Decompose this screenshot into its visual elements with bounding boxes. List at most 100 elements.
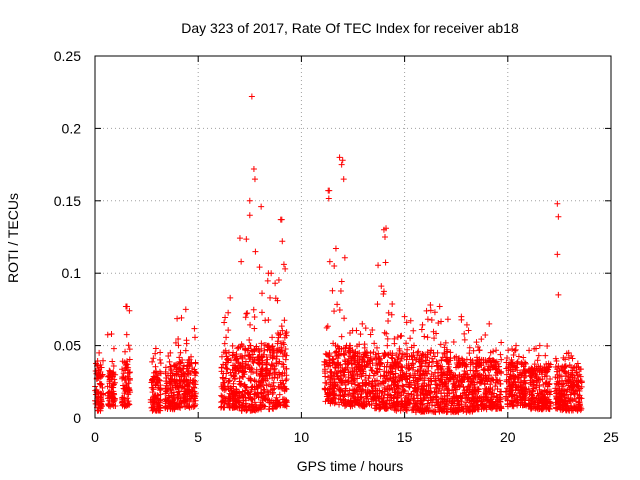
data-point — [540, 381, 547, 388]
data-point — [503, 388, 510, 395]
data-point — [557, 397, 564, 404]
data-point — [157, 349, 164, 356]
chart-title: Day 323 of 2017, Rate Of TEC Index for r… — [181, 20, 519, 36]
data-point — [515, 353, 522, 360]
x-tick-label: 0 — [91, 429, 99, 445]
data-point — [465, 378, 472, 385]
data-point — [448, 395, 455, 402]
data-point — [387, 369, 394, 376]
data-point — [461, 336, 468, 343]
data-point — [276, 331, 283, 338]
data-point — [496, 377, 503, 384]
data-point — [339, 157, 346, 164]
data-point — [414, 395, 421, 402]
data-point — [165, 352, 172, 359]
data-point — [249, 358, 256, 365]
data-point — [490, 363, 497, 370]
data-point — [362, 376, 369, 383]
data-point — [342, 347, 349, 354]
data-point — [534, 399, 541, 406]
data-point — [447, 406, 454, 413]
data-point — [109, 401, 116, 408]
data-point — [237, 401, 244, 408]
data-point — [176, 378, 183, 385]
data-point — [364, 349, 371, 356]
data-point — [450, 339, 457, 346]
data-point — [527, 403, 534, 410]
data-point — [387, 404, 394, 411]
data-point — [475, 372, 482, 379]
data-point — [176, 354, 183, 361]
data-point — [430, 349, 437, 356]
data-point — [400, 388, 407, 395]
data-point — [396, 345, 403, 352]
data-point — [279, 347, 286, 354]
data-point — [97, 368, 104, 375]
data-point — [239, 365, 246, 372]
data-point — [152, 350, 159, 357]
data-point — [504, 385, 511, 392]
data-point — [438, 378, 445, 385]
data-point — [225, 349, 232, 356]
data-point — [241, 382, 248, 389]
data-point — [170, 389, 177, 396]
data-point — [125, 398, 132, 405]
data-point — [425, 382, 432, 389]
data-point — [391, 340, 398, 347]
data-point — [243, 310, 250, 317]
data-point — [183, 337, 190, 344]
data-point — [407, 317, 414, 324]
data-point — [229, 352, 236, 359]
data-point — [554, 200, 561, 207]
data-point — [522, 394, 529, 401]
data-point — [367, 357, 374, 364]
data-point — [400, 383, 407, 390]
data-point — [242, 361, 249, 368]
data-point — [356, 358, 363, 365]
data-point — [575, 401, 582, 408]
data-point — [174, 315, 181, 322]
data-point — [263, 382, 270, 389]
data-point — [425, 367, 432, 374]
data-point — [518, 399, 525, 406]
data-point — [546, 388, 553, 395]
data-point — [373, 357, 380, 364]
data-point — [358, 388, 365, 395]
data-point — [378, 389, 385, 396]
x-tick-label: 20 — [500, 429, 516, 445]
data-point — [384, 335, 391, 342]
data-point — [375, 350, 382, 357]
data-point — [257, 404, 264, 411]
data-point — [435, 401, 442, 408]
data-point — [326, 376, 333, 383]
data-point — [355, 394, 362, 401]
data-point — [384, 342, 391, 349]
data-point — [356, 402, 363, 409]
data-point — [331, 383, 338, 390]
y-tick-label: 0.2 — [62, 120, 82, 136]
data-point — [436, 406, 443, 413]
data-point — [415, 367, 422, 374]
data-point — [444, 371, 451, 378]
data-point — [533, 404, 540, 411]
data-point — [278, 323, 285, 330]
data-point — [441, 349, 448, 356]
data-point — [413, 400, 420, 407]
data-point — [126, 307, 133, 314]
data-point — [449, 374, 456, 381]
data-point — [228, 372, 235, 379]
data-point — [575, 364, 582, 371]
data-point — [279, 327, 286, 334]
data-point — [324, 386, 331, 393]
data-point — [152, 392, 159, 399]
data-point — [351, 387, 358, 394]
data-point — [398, 403, 405, 410]
data-point — [175, 342, 182, 349]
data-point — [167, 349, 174, 356]
data-point — [575, 383, 582, 390]
data-point — [534, 357, 541, 364]
data-point — [256, 264, 263, 271]
data-point — [325, 363, 332, 370]
data-point — [485, 363, 492, 370]
data-point — [246, 212, 253, 219]
